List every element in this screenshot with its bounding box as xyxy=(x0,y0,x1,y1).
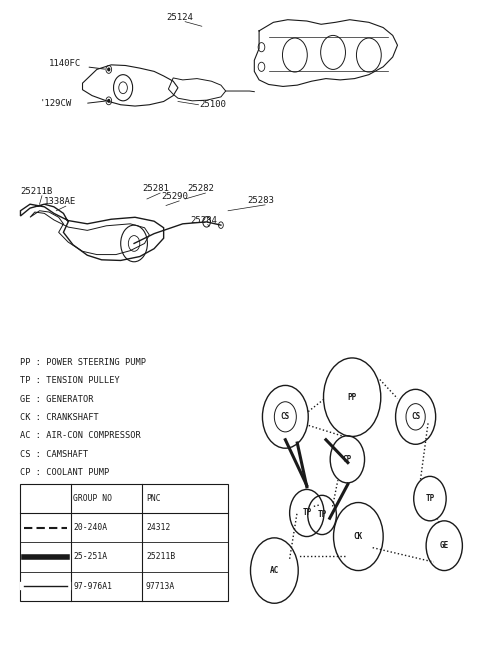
Text: CS: CS xyxy=(411,413,420,421)
Text: 25-251A: 25-251A xyxy=(73,553,108,562)
Text: 25284: 25284 xyxy=(190,215,217,225)
Text: 25211B: 25211B xyxy=(146,553,175,562)
Text: PNC: PNC xyxy=(146,494,161,503)
Text: GE : GENERATOR: GE : GENERATOR xyxy=(21,395,94,403)
Text: GROUP NO: GROUP NO xyxy=(73,494,112,503)
Text: 25100: 25100 xyxy=(199,101,226,109)
Circle shape xyxy=(108,68,110,71)
Text: 25281: 25281 xyxy=(142,184,169,193)
Text: CP : COOLANT PUMP: CP : COOLANT PUMP xyxy=(21,468,110,477)
Text: 1338AE: 1338AE xyxy=(44,197,77,206)
Text: 25290: 25290 xyxy=(161,192,188,201)
Text: CS: CS xyxy=(281,413,290,421)
Text: TP : TENSION PULLEY: TP : TENSION PULLEY xyxy=(21,376,120,385)
Text: TP: TP xyxy=(302,509,312,518)
Text: AC : AIR-CON COMPRESSOR: AC : AIR-CON COMPRESSOR xyxy=(21,431,141,440)
Text: PP : POWER STEERING PUMP: PP : POWER STEERING PUMP xyxy=(21,358,146,367)
Text: 25124: 25124 xyxy=(166,12,193,22)
Text: 97713A: 97713A xyxy=(146,581,175,591)
Text: 25211B: 25211B xyxy=(21,187,53,196)
Text: CK : CRANKSHAFT: CK : CRANKSHAFT xyxy=(21,413,99,422)
Text: 1140FC: 1140FC xyxy=(49,58,82,68)
Text: CS : CAMSHAFT: CS : CAMSHAFT xyxy=(21,449,89,459)
Text: 25282: 25282 xyxy=(188,184,215,193)
Text: 24312: 24312 xyxy=(146,524,170,532)
Text: AC: AC xyxy=(270,566,279,575)
Text: PP: PP xyxy=(348,393,357,401)
Text: TP: TP xyxy=(425,494,434,503)
Text: CP: CP xyxy=(343,455,352,464)
Text: 25283: 25283 xyxy=(247,196,274,205)
Circle shape xyxy=(108,99,110,102)
Text: GE: GE xyxy=(440,541,449,550)
Text: CK: CK xyxy=(354,532,363,541)
Text: '129CW: '129CW xyxy=(39,99,72,108)
Text: TP: TP xyxy=(317,510,327,520)
Text: 97-976A1: 97-976A1 xyxy=(73,581,112,591)
Text: 20-240A: 20-240A xyxy=(73,524,108,532)
